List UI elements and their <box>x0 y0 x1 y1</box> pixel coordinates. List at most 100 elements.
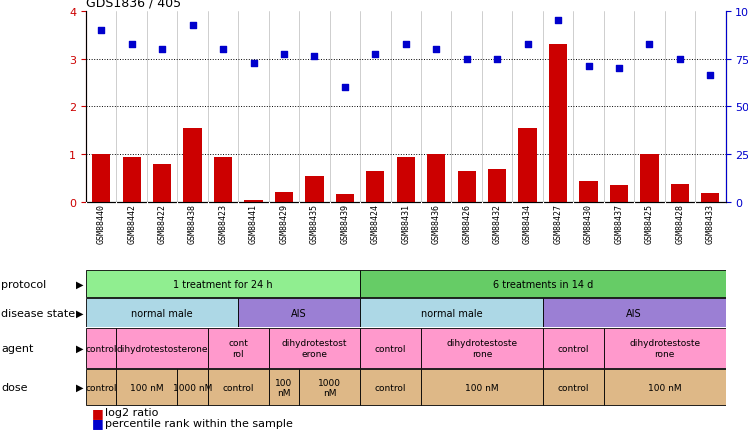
Point <box>217 46 229 53</box>
Text: 1000
nM: 1000 nM <box>318 378 341 397</box>
Bar <box>610 186 628 203</box>
Text: 100
nM: 100 nM <box>275 378 292 397</box>
Point <box>156 46 168 53</box>
Bar <box>604 370 726 405</box>
Text: ▶: ▶ <box>76 308 83 318</box>
Bar <box>153 164 171 203</box>
Text: GSM88434: GSM88434 <box>523 204 532 244</box>
Text: 1000 nM: 1000 nM <box>173 383 212 392</box>
Point <box>521 42 533 49</box>
Text: 100 nM: 100 nM <box>648 383 681 392</box>
Point <box>705 72 717 79</box>
Bar <box>518 128 537 203</box>
Point <box>583 63 595 70</box>
Text: control: control <box>557 383 589 392</box>
Text: AIS: AIS <box>626 308 642 318</box>
Bar <box>360 370 421 405</box>
Text: dihydrotestost
erone: dihydrotestost erone <box>282 339 347 358</box>
Text: control: control <box>85 344 117 353</box>
Bar <box>305 176 324 203</box>
Point <box>613 66 625 72</box>
Bar <box>360 299 543 327</box>
Bar <box>92 155 111 203</box>
Point <box>126 42 138 49</box>
Bar <box>214 157 232 203</box>
Bar <box>458 171 476 203</box>
Text: GSM88426: GSM88426 <box>462 204 471 244</box>
Bar <box>367 171 384 203</box>
Text: dose: dose <box>1 382 28 392</box>
Text: ▶: ▶ <box>76 343 83 353</box>
Text: GSM88422: GSM88422 <box>158 204 167 244</box>
Bar <box>239 299 360 327</box>
Point <box>430 46 442 53</box>
Text: GSM88428: GSM88428 <box>675 204 684 244</box>
Text: percentile rank within the sample: percentile rank within the sample <box>105 418 292 428</box>
Text: GSM88440: GSM88440 <box>96 204 105 244</box>
Text: GDS1836 / 405: GDS1836 / 405 <box>86 0 181 10</box>
Text: log2 ratio: log2 ratio <box>105 408 158 418</box>
Text: GSM88431: GSM88431 <box>401 204 411 244</box>
Text: GSM88427: GSM88427 <box>554 204 562 244</box>
Bar <box>640 155 658 203</box>
Bar <box>177 370 208 405</box>
Point <box>552 18 564 25</box>
Point <box>491 56 503 63</box>
Text: 1 treatment for 24 h: 1 treatment for 24 h <box>174 279 273 289</box>
Text: control: control <box>223 383 254 392</box>
Text: control: control <box>375 344 406 353</box>
Text: disease state: disease state <box>1 308 76 318</box>
Text: protocol: protocol <box>1 279 46 289</box>
Text: GSM88423: GSM88423 <box>218 204 227 244</box>
Text: GSM88439: GSM88439 <box>340 204 349 244</box>
Text: GSM88442: GSM88442 <box>127 204 136 244</box>
Text: AIS: AIS <box>292 308 307 318</box>
Bar <box>275 192 293 203</box>
Point <box>399 42 411 49</box>
Bar <box>117 329 208 368</box>
Bar <box>543 370 604 405</box>
Bar <box>336 194 354 203</box>
Text: control: control <box>557 344 589 353</box>
Text: ▶: ▶ <box>76 382 83 392</box>
Bar <box>604 329 726 368</box>
Text: GSM88424: GSM88424 <box>371 204 380 244</box>
Text: 6 treatments in 14 d: 6 treatments in 14 d <box>493 279 593 289</box>
Text: ■: ■ <box>92 406 104 419</box>
Bar <box>208 329 269 368</box>
Text: GSM88433: GSM88433 <box>706 204 715 244</box>
Point <box>95 27 107 34</box>
Text: GSM88437: GSM88437 <box>614 204 624 244</box>
Point <box>461 56 473 63</box>
Text: dihydrotestoste
rone: dihydrotestoste rone <box>447 339 518 358</box>
Point <box>278 51 290 58</box>
Bar <box>360 270 726 298</box>
Text: GSM88441: GSM88441 <box>249 204 258 244</box>
Text: 100 nM: 100 nM <box>465 383 499 392</box>
Text: GSM88435: GSM88435 <box>310 204 319 244</box>
Bar <box>269 329 360 368</box>
Point <box>643 42 655 49</box>
Bar <box>543 329 604 368</box>
Bar <box>549 45 567 203</box>
Point <box>248 61 260 68</box>
Bar <box>86 299 239 327</box>
Text: dihydrotestosterone: dihydrotestosterone <box>117 344 208 353</box>
Bar <box>269 370 299 405</box>
Text: GSM88432: GSM88432 <box>493 204 502 244</box>
Bar <box>117 370 177 405</box>
Point <box>339 85 351 92</box>
Bar <box>488 169 506 203</box>
Text: GSM88429: GSM88429 <box>280 204 289 244</box>
Bar <box>86 329 117 368</box>
Text: GSM88425: GSM88425 <box>645 204 654 244</box>
Text: normal male: normal male <box>420 308 482 318</box>
Bar <box>245 200 263 203</box>
Text: GSM88438: GSM88438 <box>188 204 197 244</box>
Text: 100 nM: 100 nM <box>130 383 164 392</box>
Bar <box>360 329 421 368</box>
Text: ■: ■ <box>92 417 104 430</box>
Bar <box>543 299 726 327</box>
Text: GSM88436: GSM88436 <box>432 204 441 244</box>
Text: ▶: ▶ <box>76 279 83 289</box>
